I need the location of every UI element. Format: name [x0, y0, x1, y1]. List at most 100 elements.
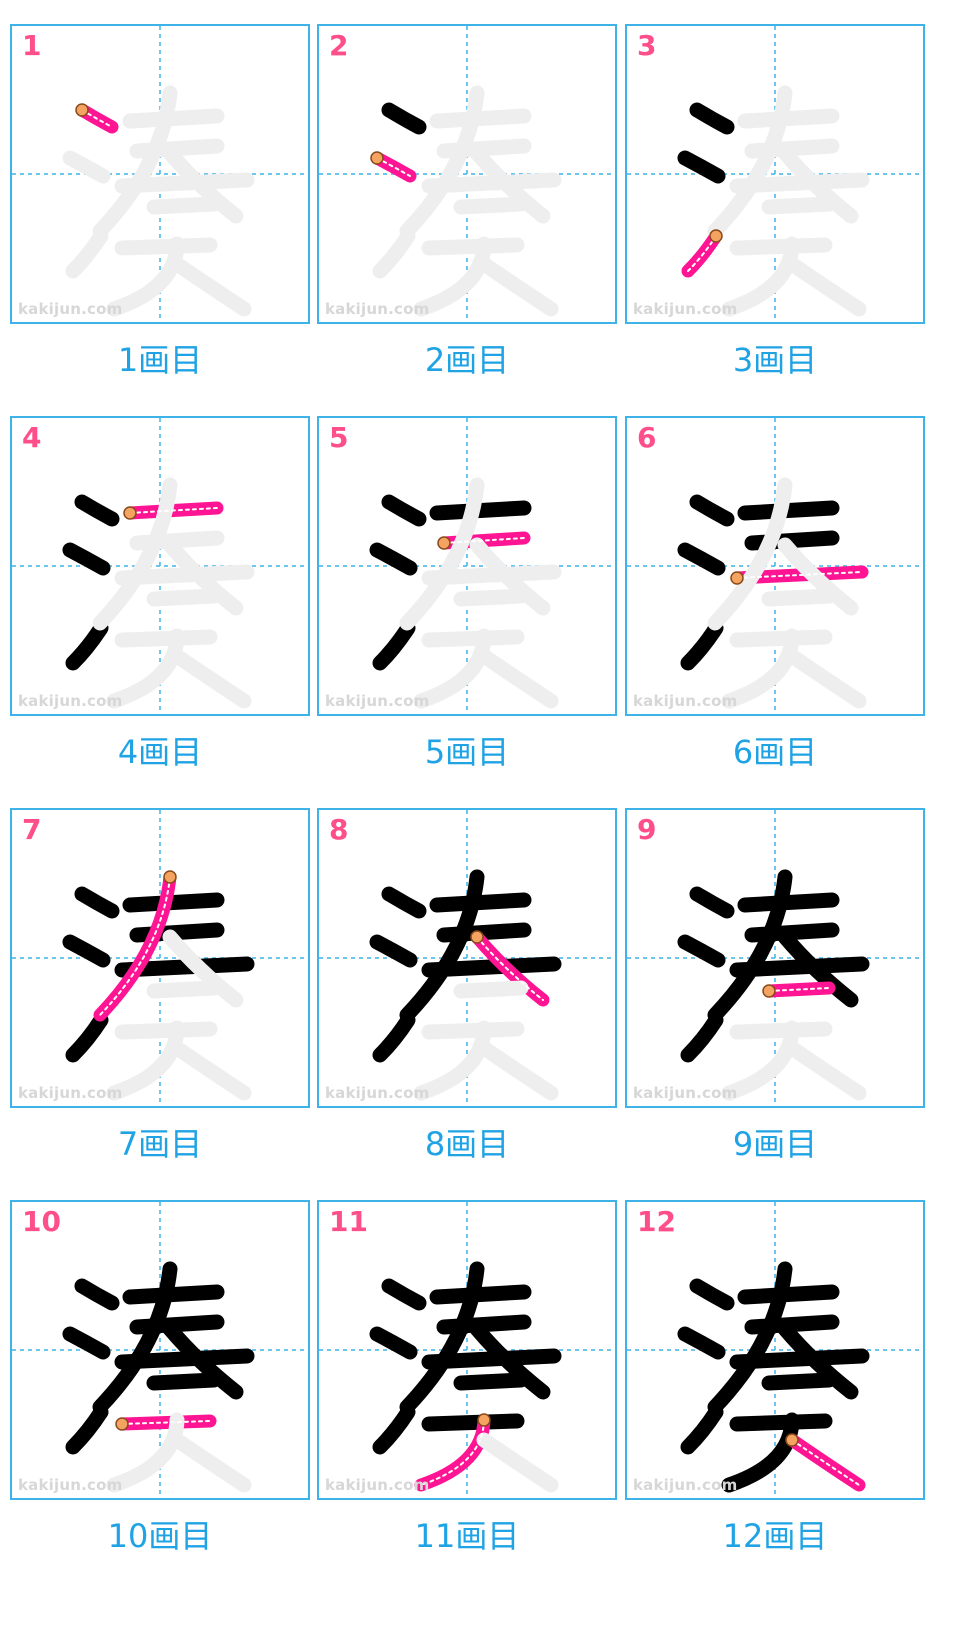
stroke-start-dot — [437, 536, 451, 550]
ghost-stroke — [737, 108, 840, 129]
kanji-stroke-diagram — [12, 1202, 308, 1498]
site-watermark: kakijun.com — [18, 692, 123, 710]
site-watermark: kakijun.com — [18, 1476, 123, 1494]
completed-stroke — [680, 620, 724, 671]
completed-stroke — [92, 1261, 178, 1415]
completed-stroke — [381, 494, 427, 527]
ghost-stroke — [413, 1020, 492, 1101]
completed-stroke — [372, 1012, 416, 1063]
site-watermark: kakijun.com — [325, 1476, 430, 1494]
ghost-stroke — [777, 145, 859, 224]
stroke-start-dot — [163, 870, 177, 884]
stroke-start-dot — [709, 229, 723, 243]
ghost-stroke — [721, 236, 800, 317]
completed-stroke — [421, 1413, 525, 1432]
ghost-stroke — [399, 477, 485, 631]
ghost-stroke — [469, 537, 551, 616]
completed-stroke — [381, 1278, 427, 1311]
ghost-stroke — [476, 648, 559, 709]
step-cell: 4 kakijun.com 4画目 — [10, 416, 310, 798]
ghost-stroke — [421, 1021, 525, 1040]
ghost-stroke — [169, 1432, 252, 1493]
stroke-box: 11 kakijun.com — [317, 1200, 617, 1500]
step-caption: 7画目 — [117, 1125, 203, 1163]
step-cell: 9 kakijun.com 9画目 — [625, 808, 925, 1190]
ghost-stroke — [114, 1021, 218, 1040]
site-watermark: kakijun.com — [325, 692, 430, 710]
current-stroke-dots — [121, 1420, 211, 1425]
completed-stroke — [689, 1278, 735, 1311]
completed-stroke — [469, 1321, 551, 1400]
ghost-stroke — [372, 228, 416, 279]
stroke-box: 6 kakijun.com — [625, 416, 925, 716]
ghost-stroke — [92, 477, 178, 631]
kanji-stroke-diagram — [627, 810, 923, 1106]
completed-stroke — [399, 869, 485, 1023]
stroke-box: 12 kakijun.com — [625, 1200, 925, 1500]
stroke-box: 3 kakijun.com — [625, 24, 925, 324]
kanji-stroke-diagram — [627, 1202, 923, 1498]
ghost-stroke — [65, 228, 109, 279]
completed-stroke — [677, 1326, 726, 1360]
ghost-stroke — [729, 237, 833, 256]
stroke-box: 4 kakijun.com — [10, 416, 310, 716]
completed-stroke — [761, 1372, 837, 1391]
kanji-stroke-diagram — [319, 418, 615, 714]
ghost-stroke — [761, 196, 837, 215]
ghost-stroke — [169, 256, 252, 317]
step-caption: 8画目 — [424, 1125, 510, 1163]
completed-stroke — [429, 500, 532, 521]
completed-stroke — [372, 1404, 416, 1455]
completed-stroke — [777, 1321, 859, 1400]
completed-stroke — [146, 1372, 222, 1391]
step-number: 1 — [22, 29, 42, 62]
current-stroke-dots — [420, 1419, 485, 1486]
current-stroke-dots — [736, 571, 863, 579]
kanji-stroke-diagram — [319, 1202, 615, 1498]
completed-stroke — [737, 500, 840, 521]
ghost-stroke — [453, 980, 529, 999]
current-stroke-dots — [476, 936, 544, 1001]
completed-stroke — [429, 892, 532, 913]
ghost-stroke — [62, 150, 111, 184]
ghost-stroke — [146, 588, 222, 607]
ghost-stroke — [162, 145, 244, 224]
step-caption: 10画目 — [107, 1517, 213, 1555]
step-caption: 1画目 — [117, 341, 203, 379]
ghost-stroke — [707, 477, 793, 631]
completed-stroke — [680, 1012, 724, 1063]
ghost-stroke — [146, 980, 222, 999]
ghost-stroke — [777, 537, 859, 616]
ghost-stroke — [784, 256, 867, 317]
completed-stroke — [707, 869, 793, 1023]
completed-stroke — [62, 1326, 111, 1360]
completed-stroke — [62, 542, 111, 576]
stroke-box: 7 kakijun.com — [10, 808, 310, 1108]
step-number: 12 — [637, 1205, 676, 1238]
completed-stroke — [399, 1261, 485, 1415]
completed-stroke — [74, 494, 120, 527]
completed-stroke — [381, 102, 427, 135]
step-caption: 12画目 — [722, 1517, 828, 1555]
ghost-stroke — [169, 1040, 252, 1101]
ghost-stroke — [421, 629, 525, 648]
completed-stroke — [162, 1321, 244, 1400]
step-cell: 5 kakijun.com 5画目 — [317, 416, 617, 798]
site-watermark: kakijun.com — [633, 1476, 738, 1494]
site-watermark: kakijun.com — [325, 1084, 430, 1102]
step-number: 11 — [329, 1205, 368, 1238]
completed-stroke — [369, 934, 418, 968]
current-stroke — [785, 1433, 866, 1492]
stroke-start-dot — [115, 1417, 129, 1431]
ghost-stroke — [122, 108, 225, 129]
ghost-stroke — [92, 85, 178, 239]
stroke-start-dot — [370, 151, 384, 165]
stroke-box: 10 kakijun.com — [10, 1200, 310, 1500]
step-number: 2 — [329, 29, 349, 62]
site-watermark: kakijun.com — [633, 1084, 738, 1102]
completed-stroke — [677, 150, 726, 184]
step-number: 3 — [637, 29, 657, 62]
completed-stroke — [707, 1261, 793, 1415]
completed-stroke — [65, 1012, 109, 1063]
